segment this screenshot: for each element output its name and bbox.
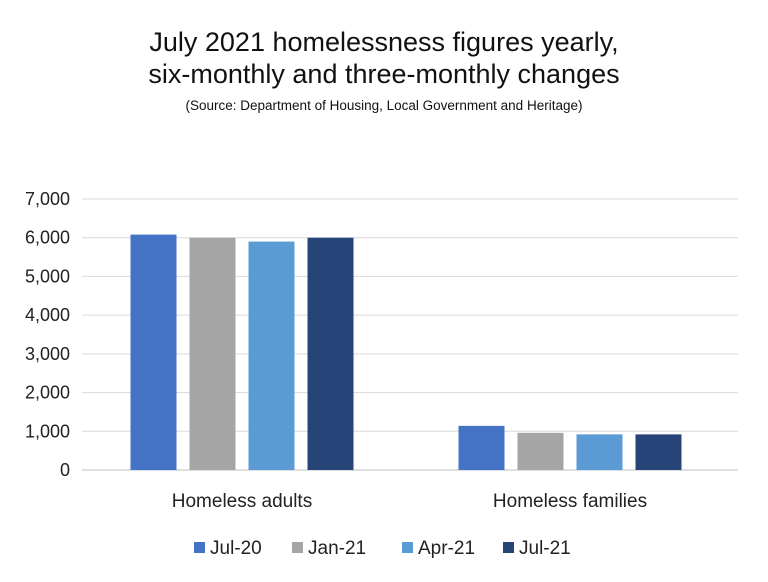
bar-jul-20-homeless-adults xyxy=(130,234,177,470)
legend-swatch xyxy=(194,542,205,553)
gridlines xyxy=(82,198,738,471)
x-category-label: Homeless adults xyxy=(172,491,312,512)
bar-jul-20-homeless-families xyxy=(458,425,505,470)
y-axis-ticks: 0 1,000 2,000 3,000 4,000 5,000 6,000 7,000 xyxy=(25,189,70,480)
bar-jan-21-homeless-families xyxy=(517,432,564,470)
legend-label: Jul-21 xyxy=(519,538,571,559)
legend-label: Jul-20 xyxy=(210,538,262,559)
legend-label: Jan-21 xyxy=(308,538,366,559)
bar-jul-21-homeless-families xyxy=(635,434,682,470)
chart-title: July 2021 homelessness figures yearly, s… xyxy=(0,26,768,90)
bars xyxy=(130,234,682,470)
bar-apr-21-homeless-families xyxy=(576,434,623,470)
x-category-label: Homeless families xyxy=(493,491,647,512)
legend: Jul-20 Jan-21 Apr-21 Jul-21 xyxy=(194,538,571,559)
y-tick-label: 2,000 xyxy=(25,383,70,403)
y-tick-label: 0 xyxy=(60,460,70,480)
legend-swatch xyxy=(292,542,303,553)
y-tick-label: 7,000 xyxy=(25,189,70,209)
bar-jan-21-homeless-adults xyxy=(189,237,236,470)
legend-swatch xyxy=(503,542,514,553)
legend-swatch xyxy=(402,542,413,553)
legend-label: Apr-21 xyxy=(418,538,475,559)
bar-apr-21-homeless-adults xyxy=(248,241,295,470)
bar-jul-21-homeless-adults xyxy=(307,237,354,470)
chart-subtitle: (Source: Department of Housing, Local Go… xyxy=(185,98,583,113)
chart-title-line-1: July 2021 homelessness figures yearly, xyxy=(149,27,619,57)
y-tick-label: 6,000 xyxy=(25,228,70,248)
chart-title-line-2: six-monthly and three-monthly changes xyxy=(148,59,620,89)
y-tick-label: 5,000 xyxy=(25,266,70,286)
y-tick-label: 3,000 xyxy=(25,344,70,364)
y-tick-label: 4,000 xyxy=(25,305,70,325)
x-axis-categories: Homeless adults Homeless families xyxy=(172,491,647,512)
y-tick-label: 1,000 xyxy=(25,421,70,441)
